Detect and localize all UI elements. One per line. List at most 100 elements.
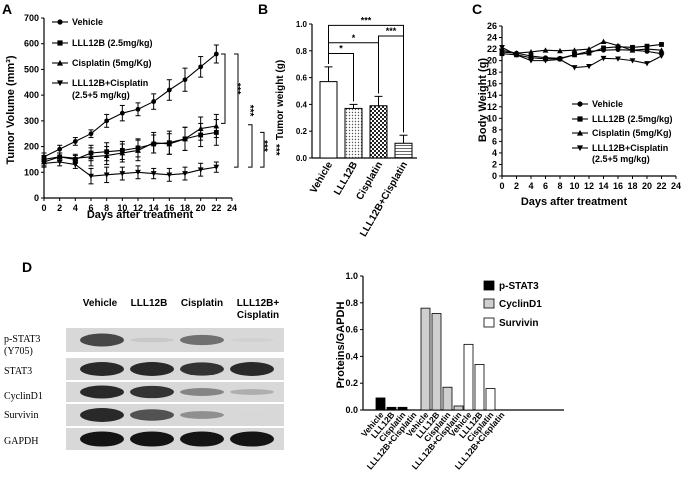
bar-0-2	[397, 406, 408, 411]
chart-d-legend: p-STAT3 CyclinD1 Survivin	[499, 281, 542, 329]
data-point-3	[615, 56, 621, 62]
blot-band	[230, 362, 274, 376]
x-tick-label: 6	[88, 203, 93, 213]
x-tick-label: 14	[598, 181, 608, 191]
blot-band	[80, 362, 124, 376]
significance-label: ***	[244, 105, 255, 117]
western-blot-row-labels: p-STAT3 (Y705) STAT3 CyclinD1 Survivin G…	[4, 334, 43, 447]
data-point-2	[528, 49, 534, 55]
significance-bracket	[248, 124, 253, 168]
chart-b-tumor-weight: 0.00.20.40.60.81.0VehicleLLL12BCisplatin…	[296, 15, 417, 239]
blot-band	[180, 388, 224, 396]
data-point-3	[499, 44, 505, 51]
data-point-3	[119, 171, 126, 177]
y-tick-label: 0.6	[345, 325, 358, 335]
data-point-2	[499, 49, 505, 55]
data-point-2	[629, 47, 636, 53]
data-point-2	[557, 47, 563, 54]
data-point-2	[586, 46, 592, 52]
legend-marker-2	[56, 59, 64, 66]
blot-band	[80, 333, 124, 347]
x-tick-label: 6	[543, 181, 548, 191]
legend-a-item-1: LLL12B (2.5mg/kg)	[72, 38, 153, 48]
significance-bracket	[221, 53, 226, 124]
wb-col-cisplatin: Cisplatin	[181, 298, 223, 309]
y-tick-label: 0.2	[296, 127, 308, 136]
data-point-3	[135, 169, 141, 176]
data-point-0	[119, 110, 125, 116]
data-point-2	[644, 46, 650, 52]
blot-band	[230, 389, 274, 395]
significance-label: ***	[270, 144, 281, 156]
y-tick-label: 0.2	[345, 378, 358, 388]
y-tick-label: 700	[24, 13, 39, 23]
data-point-2	[197, 125, 204, 131]
legend-swatch-2	[483, 317, 495, 328]
legend-c-item-0: Vehicle	[592, 99, 623, 109]
blot-band	[230, 337, 274, 343]
y-tick-label: 1.0	[345, 271, 358, 281]
data-point-2	[166, 141, 173, 147]
y-tick-label: 0.8	[296, 47, 308, 56]
wb-row-label-survivin: Survivin	[4, 410, 38, 421]
significance-label: ***	[361, 15, 372, 25]
bar-0	[319, 81, 338, 159]
legend-d-item-0: p-STAT3	[499, 281, 539, 292]
data-point-2	[571, 47, 578, 53]
legend-d-item-1: CyclinD1	[499, 299, 542, 310]
x-tick-label: 0	[41, 203, 46, 213]
y-tick-label: 0	[492, 171, 497, 181]
panel-label-b: B	[258, 1, 268, 17]
y-tick-label: 0.4	[345, 351, 358, 361]
bar-1-1	[431, 313, 442, 411]
chart-a-ylabel: Tumor Volume (mm³)	[5, 55, 17, 164]
series-line-1	[43, 131, 217, 160]
wb-row-label-cyclind1: CyclinD1	[4, 391, 43, 402]
data-point-3	[56, 159, 63, 165]
y-tick-label: 400	[24, 90, 39, 100]
blot-band	[230, 413, 274, 417]
data-point-1	[586, 50, 592, 56]
chart-d-ylabel: Proteins/GAPDH	[335, 302, 347, 389]
legend-a-item-4: (2.5+5 mg/kg)	[72, 90, 130, 100]
data-point-3	[88, 173, 94, 180]
significance-label: ***	[386, 26, 397, 36]
wb-row-label-pstat3: p-STAT3	[4, 334, 40, 345]
y-tick-label: 600	[24, 39, 39, 49]
x-category-label: LLL12B	[332, 160, 360, 197]
blot-strip	[66, 404, 284, 426]
bar-2-1	[474, 364, 485, 411]
legend-marker-1	[57, 40, 63, 46]
data-point-0	[166, 87, 172, 93]
y-tick-label: 0.6	[296, 74, 308, 83]
y-tick-label: 22	[487, 44, 497, 54]
x-tick-label: 16	[613, 181, 623, 191]
data-point-0	[57, 146, 63, 152]
significance-bracket	[260, 131, 265, 168]
bar-2-2	[485, 388, 496, 411]
y-tick-label: 16	[487, 79, 497, 89]
data-point-2	[72, 155, 79, 161]
x-tick-label: 10	[569, 181, 579, 191]
bar-1-2	[442, 386, 453, 411]
data-point-0	[151, 99, 157, 104]
y-tick-label: 24	[487, 33, 497, 43]
significance-bracket	[328, 24, 404, 133]
data-point-0	[135, 106, 141, 112]
data-point-2	[135, 147, 141, 153]
y-tick-label: 0.0	[345, 405, 358, 415]
y-tick-label: 14	[487, 90, 497, 100]
data-point-2	[600, 38, 607, 44]
data-point-3	[557, 57, 563, 63]
bar-2-0	[463, 343, 474, 411]
blot-band	[130, 431, 174, 447]
chart-b-ylabel: Tumor weight (g)	[275, 60, 286, 140]
x-tick-label: 22	[211, 203, 221, 213]
data-point-0	[213, 51, 219, 57]
bar-0-0	[375, 397, 386, 411]
legend-a-markers	[52, 19, 68, 87]
x-tick-label: 18	[627, 181, 637, 191]
significance-bracket	[234, 53, 239, 168]
